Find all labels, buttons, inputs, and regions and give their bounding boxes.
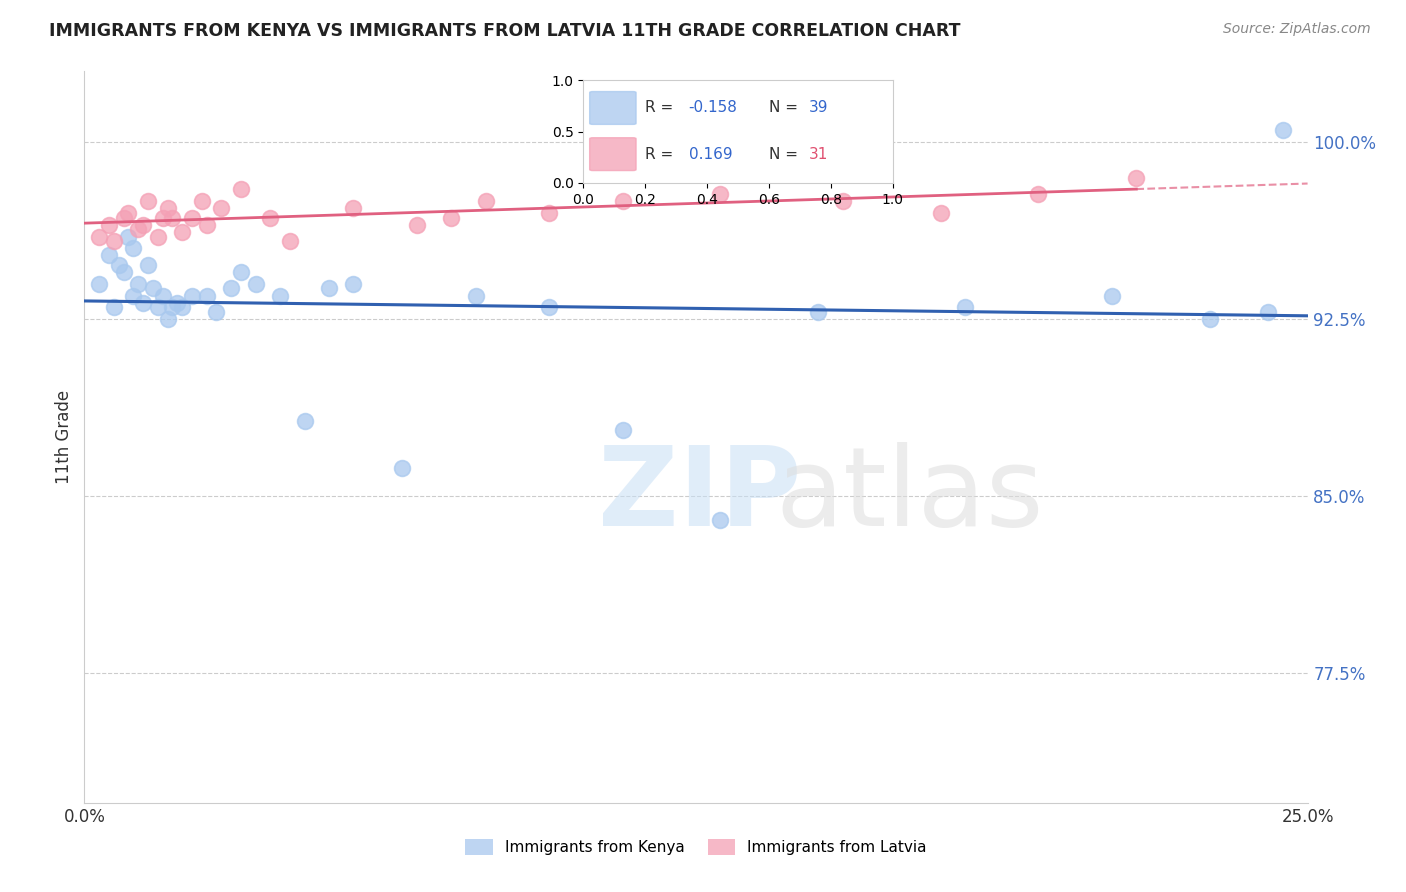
Point [929, 206, 952, 220]
Text: IMMIGRANTS FROM KENYA VS IMMIGRANTS FROM LATVIA 11TH GRADE CORRELATION CHART: IMMIGRANTS FROM KENYA VS IMMIGRANTS FROM… [49, 22, 960, 40]
Point [122, 288, 145, 302]
Point [219, 281, 242, 295]
Point [191, 194, 214, 208]
Point [166, 295, 188, 310]
Point [152, 211, 174, 225]
Text: 39: 39 [810, 101, 828, 115]
Point [156, 312, 179, 326]
Point [195, 288, 218, 302]
Point [278, 234, 301, 248]
Text: ZIP: ZIP [598, 442, 801, 549]
Point [1198, 312, 1220, 326]
Text: R =: R = [645, 146, 683, 161]
Point [103, 234, 125, 248]
Point [391, 460, 413, 475]
Point [127, 277, 149, 291]
Point [112, 211, 135, 225]
Point [122, 241, 145, 255]
Point [1125, 170, 1147, 185]
Point [132, 295, 155, 310]
Point [953, 301, 976, 315]
Point [259, 211, 281, 225]
Point [172, 225, 194, 239]
Point [1257, 305, 1279, 319]
Point [1272, 123, 1295, 137]
Point [406, 218, 429, 232]
Point [342, 277, 364, 291]
Point [103, 301, 125, 315]
Point [132, 218, 155, 232]
Point [117, 229, 139, 244]
Point [195, 218, 218, 232]
Point [127, 222, 149, 236]
Point [107, 258, 129, 272]
Point [136, 258, 159, 272]
Point [1101, 288, 1123, 302]
Point [146, 229, 169, 244]
Y-axis label: 11th Grade: 11th Grade [55, 390, 73, 484]
Point [538, 206, 561, 220]
Point [181, 211, 204, 225]
Text: 31: 31 [810, 146, 828, 161]
Point [1028, 187, 1050, 202]
Text: atlas: atlas [776, 442, 1045, 549]
Point [831, 194, 853, 208]
Point [142, 281, 165, 295]
Point [709, 513, 731, 527]
Point [97, 218, 120, 232]
Text: N =: N = [769, 101, 803, 115]
Point [209, 201, 232, 215]
Point [97, 248, 120, 262]
Point [229, 182, 252, 196]
FancyBboxPatch shape [589, 137, 636, 170]
Point [136, 194, 159, 208]
Point [112, 265, 135, 279]
Point [162, 301, 184, 315]
Text: N =: N = [769, 146, 803, 161]
Legend: Immigrants from Kenya, Immigrants from Latvia: Immigrants from Kenya, Immigrants from L… [458, 833, 934, 861]
Text: Source: ZipAtlas.com: Source: ZipAtlas.com [1223, 22, 1371, 37]
Point [146, 301, 169, 315]
Point [117, 206, 139, 220]
Point [464, 288, 486, 302]
Point [474, 194, 496, 208]
Point [269, 288, 291, 302]
Point [342, 201, 364, 215]
Point [87, 277, 110, 291]
Point [152, 288, 174, 302]
Point [229, 265, 252, 279]
Point [245, 277, 267, 291]
Point [440, 211, 463, 225]
Point [318, 281, 340, 295]
Text: R =: R = [645, 101, 679, 115]
Point [612, 194, 634, 208]
FancyBboxPatch shape [589, 92, 636, 124]
Text: 0.169: 0.169 [689, 146, 733, 161]
Point [172, 301, 194, 315]
Point [156, 201, 179, 215]
Point [709, 187, 731, 202]
Point [87, 229, 110, 244]
Point [205, 305, 228, 319]
Point [294, 413, 316, 427]
Point [807, 305, 830, 319]
Point [538, 301, 561, 315]
Point [612, 423, 634, 437]
Point [162, 211, 184, 225]
Text: -0.158: -0.158 [689, 101, 738, 115]
Point [181, 288, 204, 302]
